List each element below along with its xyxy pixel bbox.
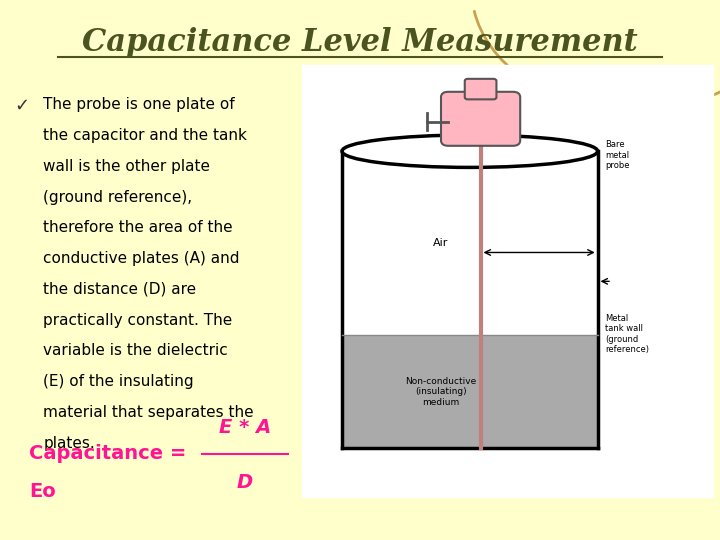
FancyBboxPatch shape [302, 65, 713, 497]
Ellipse shape [342, 135, 598, 167]
Text: Capacitance =: Capacitance = [29, 444, 186, 463]
Text: Air: Air [433, 238, 449, 248]
Text: Bare
metal
probe: Bare metal probe [605, 140, 629, 170]
FancyBboxPatch shape [465, 79, 497, 99]
Text: Non-conductive
(insulating)
medium: Non-conductive (insulating) medium [405, 377, 477, 407]
Text: the distance (D) are: the distance (D) are [43, 282, 197, 297]
Polygon shape [342, 335, 598, 448]
Text: Eo: Eo [29, 482, 55, 501]
Text: plates.: plates. [43, 436, 95, 451]
Text: D: D [237, 472, 253, 491]
Text: conductive plates (A) and: conductive plates (A) and [43, 251, 240, 266]
Text: variable is the dielectric: variable is the dielectric [43, 343, 228, 359]
Text: Metal
tank wall
(ground
reference): Metal tank wall (ground reference) [605, 314, 649, 354]
Text: ✓: ✓ [14, 97, 30, 115]
Text: (ground reference),: (ground reference), [43, 190, 192, 205]
Text: Capacitance Level Measurement: Capacitance Level Measurement [82, 27, 638, 58]
Text: material that separates the: material that separates the [43, 405, 254, 420]
Text: (E) of the insulating: (E) of the insulating [43, 374, 194, 389]
Text: practically constant. The: practically constant. The [43, 313, 233, 328]
FancyBboxPatch shape [441, 92, 520, 146]
Text: the capacitor and the tank: the capacitor and the tank [43, 128, 247, 143]
Text: therefore the area of the: therefore the area of the [43, 220, 233, 235]
Text: E * A: E * A [219, 418, 271, 437]
Text: The probe is one plate of: The probe is one plate of [43, 97, 235, 112]
Text: wall is the other plate: wall is the other plate [43, 159, 210, 174]
